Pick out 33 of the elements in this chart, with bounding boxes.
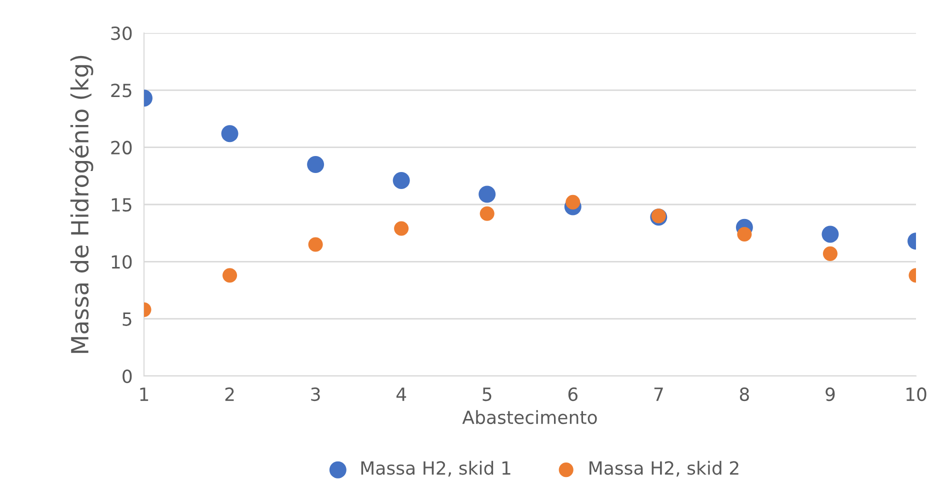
y-tick-label: 15 — [112, 198, 132, 212]
point — [566, 194, 580, 210]
x-axis-title: Abastecimento — [462, 410, 597, 424]
x-tick-label: 10 — [906, 387, 926, 402]
y-tick-label: 20 — [111, 140, 132, 154]
point — [480, 206, 494, 221]
y-tick-label: 25 — [111, 84, 132, 98]
x-tick-label: 7 — [654, 388, 663, 401]
y-tick-label: 10 — [112, 255, 132, 269]
legend-label: Massa H2, skid 2 — [590, 460, 738, 477]
x-tick-label: 1 — [140, 388, 148, 401]
x-tick-label: 5 — [482, 388, 492, 402]
y-axis-title: Massa de Hidrogénio (kg) — [69, 56, 94, 353]
point — [392, 172, 410, 189]
point — [394, 221, 409, 236]
point — [478, 186, 496, 203]
point — [737, 226, 752, 242]
x-tick-label: 3 — [311, 387, 320, 402]
y-tick-label: 30 — [111, 26, 132, 40]
point — [307, 156, 324, 173]
point — [222, 268, 238, 283]
y-tick-label: 5 — [122, 312, 132, 326]
point — [822, 226, 839, 243]
legend-label: Massa H2, skid 1 — [361, 460, 510, 477]
y-tick-label: 0 — [122, 369, 132, 384]
point — [822, 246, 838, 261]
point — [308, 237, 323, 252]
point — [221, 125, 238, 142]
x-tick-label: 6 — [568, 387, 578, 402]
x-tick-label: 4 — [396, 388, 406, 401]
x-tick-label: 8 — [740, 387, 749, 402]
x-tick-label: 2 — [225, 387, 234, 401]
x-tick-label: 9 — [826, 387, 835, 402]
